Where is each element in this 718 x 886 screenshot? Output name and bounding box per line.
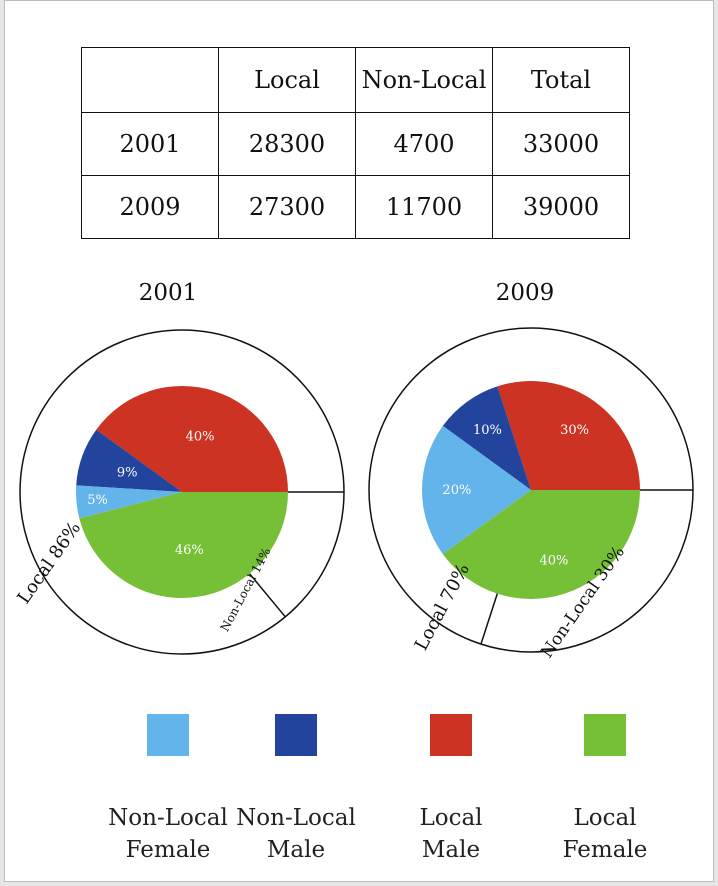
pie-slice: [76, 485, 182, 519]
pie-slice-label: 20%: [442, 483, 471, 498]
legend-label: Local Female: [562, 805, 648, 863]
pie-slice: [79, 492, 288, 598]
row-year: 2009: [81, 175, 219, 239]
legend-swatch: [275, 714, 317, 756]
legend-swatch: [584, 714, 626, 756]
group-divider: [480, 593, 499, 645]
legend-label: Non-Local Female: [108, 805, 228, 863]
pie-title: 2009: [496, 280, 555, 306]
header-cell-non-local: Non-Local: [355, 47, 493, 113]
pie-slice: [442, 490, 640, 600]
legend-label: Non-Local Male: [236, 805, 356, 863]
group-divider: [248, 573, 286, 618]
pie-slice-label: 10%: [473, 423, 502, 438]
legend-item-non-local-male: Non-Local Male: [211, 714, 381, 866]
legend-item-local-male: Local Male: [366, 714, 536, 866]
legend-swatch: [147, 714, 189, 756]
pie-slice-label: 40%: [539, 553, 568, 568]
pie-slice-label: 9%: [117, 465, 138, 480]
header-cell-local: Local: [218, 47, 356, 113]
row-non-local: 11700: [355, 175, 493, 239]
pie-slice-label: 5%: [87, 493, 108, 508]
data-table: Local Non-Local Total 2001 28300 4700 33…: [81, 47, 630, 239]
pie-title: 2001: [139, 280, 198, 306]
legend-item-local-female: Local Female: [520, 714, 690, 866]
pie-slice: [442, 386, 531, 490]
pie-slice: [96, 386, 288, 492]
header-cell-total: Total: [492, 47, 630, 113]
pie-slice: [497, 380, 640, 490]
pie-slice-label: 30%: [560, 423, 589, 438]
legend-item-non-local-female: Non-Local Female: [83, 714, 253, 866]
pie-slice-label: 40%: [186, 430, 215, 445]
pie-slice-label: 46%: [175, 543, 204, 558]
pie-slice: [421, 425, 531, 555]
table-row: 2009 27300 11700 39000: [81, 175, 630, 239]
row-total: 39000: [492, 175, 630, 239]
group-label-local: Local 70%: [411, 560, 474, 654]
pie-slice: [76, 429, 182, 492]
legend-label: Local Male: [419, 805, 483, 863]
row-local: 27300: [218, 175, 356, 239]
row-year: 2001: [81, 112, 219, 176]
legend-swatch: [430, 714, 472, 756]
row-total: 33000: [492, 112, 630, 176]
row-non-local: 4700: [355, 112, 493, 176]
